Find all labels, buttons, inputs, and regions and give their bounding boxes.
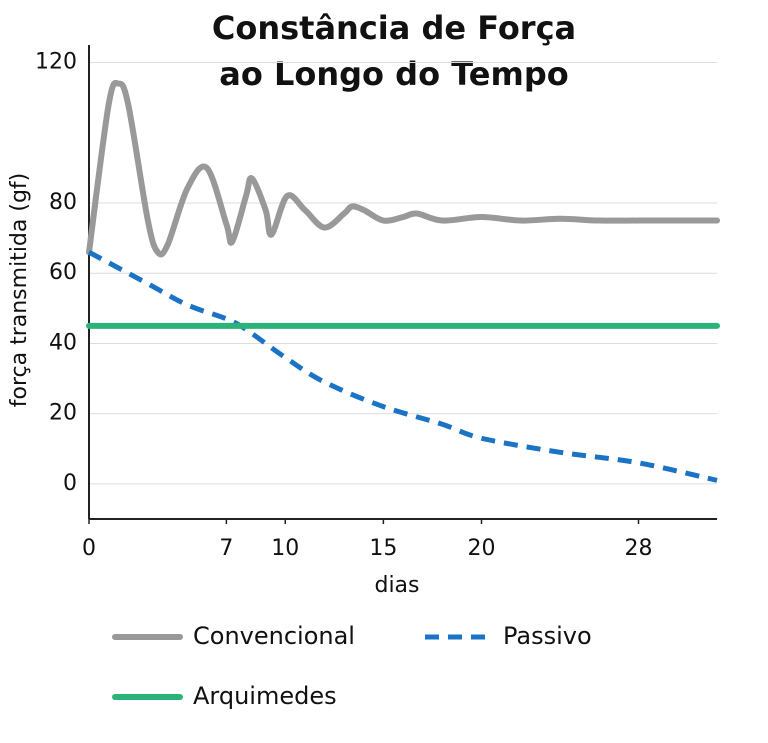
legend-label: Arquimedes bbox=[193, 682, 337, 710]
legend-label: Convencional bbox=[193, 622, 355, 650]
y-tick-label: 80 bbox=[49, 190, 77, 215]
x-tick-label: 10 bbox=[271, 536, 299, 561]
y-tick-label: 120 bbox=[35, 50, 77, 75]
legend-label: Passivo bbox=[503, 622, 592, 650]
y-tick-label: 60 bbox=[49, 260, 77, 285]
x-tick-label: 15 bbox=[369, 536, 397, 561]
x-tick-label: 0 bbox=[82, 536, 96, 561]
y-axis-label: força transmitida (gf) bbox=[7, 173, 32, 408]
series-line bbox=[86, 79, 720, 258]
chart-title: Constância de Força bbox=[212, 9, 576, 47]
chart-title: ao Longo do Tempo bbox=[219, 55, 568, 93]
x-tick-label: 20 bbox=[468, 536, 496, 561]
y-tick-label: 40 bbox=[49, 330, 77, 355]
x-axis-label: dias bbox=[374, 573, 419, 598]
y-tick-label: 20 bbox=[49, 401, 77, 426]
series-line bbox=[87, 249, 718, 483]
y-tick-label: 0 bbox=[63, 471, 77, 496]
x-tick-label: 28 bbox=[625, 536, 653, 561]
x-tick-label: 7 bbox=[219, 536, 233, 561]
